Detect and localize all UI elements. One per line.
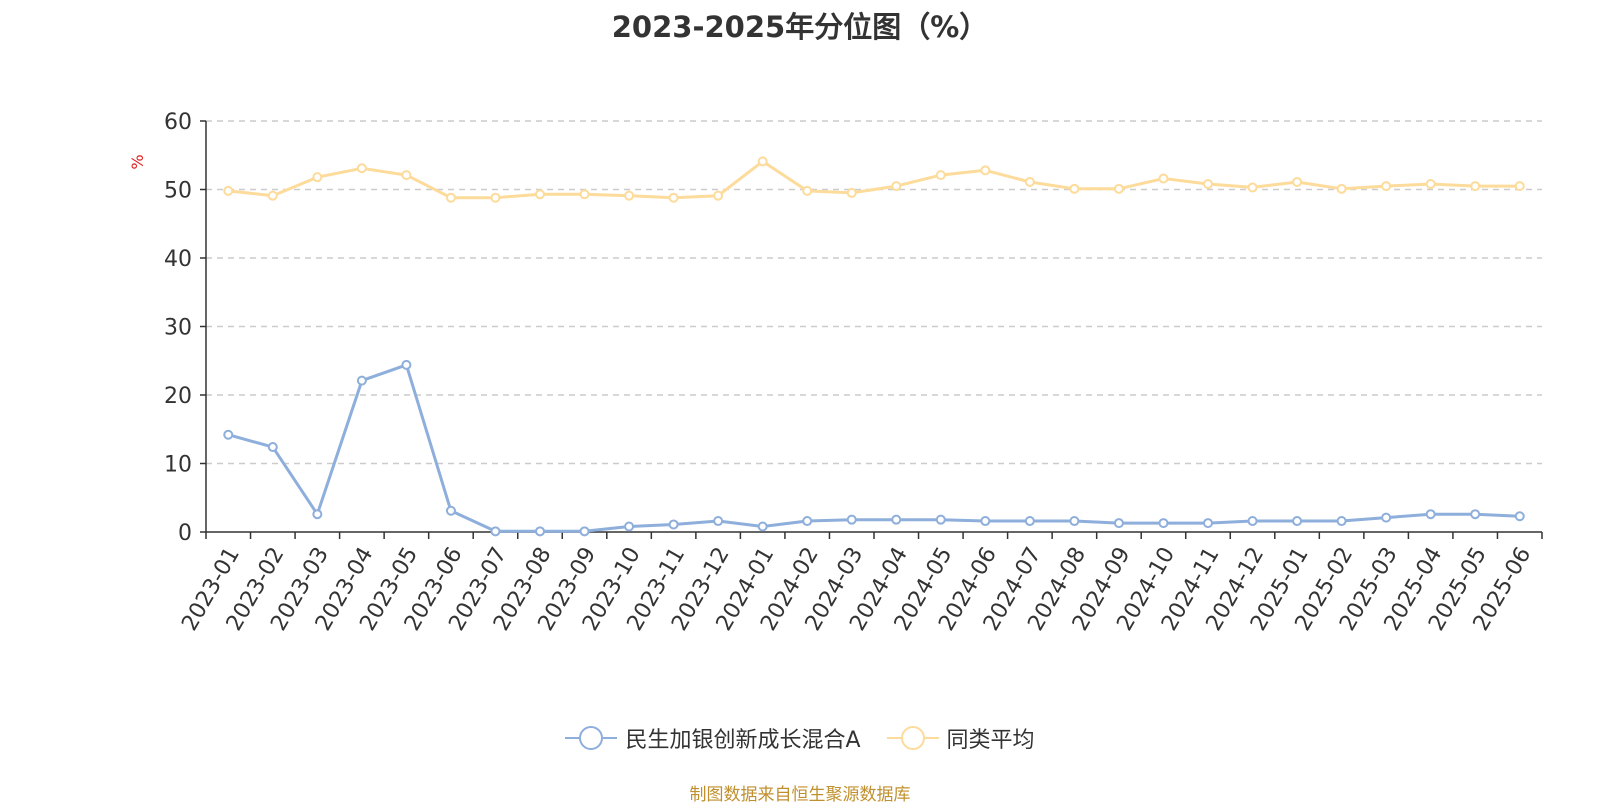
data-point-0-9 — [624, 521, 635, 532]
data-point-1-2 — [312, 172, 323, 183]
data-point-1-0 — [223, 185, 234, 196]
data-point-1-29 — [1514, 181, 1525, 192]
data-point-0-3 — [356, 375, 367, 386]
data-point-1-23 — [1247, 182, 1258, 193]
y-tick-label-60: 60 — [164, 110, 192, 135]
data-point-1-19 — [1069, 183, 1080, 194]
data-point-0-0 — [223, 429, 234, 440]
data-point-0-22 — [1203, 518, 1213, 529]
chart-title: 2023-2025年分位图（%） — [611, 10, 989, 44]
data-point-1-6 — [490, 192, 501, 203]
data-point-1-18 — [1024, 176, 1035, 187]
data-point-1-1 — [267, 190, 278, 201]
gridlines — [206, 120, 1542, 465]
y-axis-ticks: 0 10 20 30 40 50 60 — [164, 110, 206, 546]
series-line-1 — [228, 159, 1520, 200]
data-point-0-12 — [757, 521, 768, 532]
legend-marker-icon — [886, 726, 939, 750]
series-0 — [223, 359, 1525, 537]
y-tick-label-40: 40 — [164, 247, 192, 272]
data-point-1-3 — [356, 163, 367, 174]
y-tick-label-0: 0 — [178, 521, 192, 546]
series-lines — [223, 156, 1525, 537]
data-point-0-17 — [980, 516, 991, 527]
data-point-0-5 — [445, 505, 456, 516]
y-tick-label-20: 20 — [164, 384, 192, 409]
data-point-0-1 — [267, 442, 278, 453]
data-point-1-13 — [802, 185, 813, 196]
data-point-1-28 — [1470, 181, 1481, 192]
data-point-0-14 — [846, 514, 857, 525]
data-point-0-19 — [1069, 516, 1080, 527]
legend-item-0[interactable]: 民生加银创新成长混合A — [565, 722, 861, 754]
data-point-0-8 — [579, 526, 590, 537]
data-point-0-6 — [490, 526, 501, 537]
legend-label: 民生加银创新成长混合A — [625, 728, 861, 753]
data-point-1-8 — [579, 189, 590, 200]
data-point-1-27 — [1425, 179, 1436, 190]
legend-marker-icon — [565, 726, 618, 750]
data-point-0-13 — [802, 516, 813, 527]
data-point-0-11 — [713, 516, 724, 527]
data-point-0-29 — [1514, 511, 1525, 522]
data-point-1-17 — [980, 165, 991, 176]
data-point-0-26 — [1381, 512, 1392, 523]
data-point-1-12 — [757, 156, 768, 167]
data-point-0-10 — [668, 519, 679, 530]
series-line-0 — [227, 363, 1520, 533]
series-1 — [223, 156, 1525, 203]
data-point-1-14 — [846, 187, 857, 198]
data-point-1-26 — [1381, 181, 1392, 192]
data-point-1-5 — [445, 192, 456, 203]
y-tick-label-30: 30 — [164, 316, 192, 341]
data-point-1-7 — [535, 189, 545, 200]
data-point-1-24 — [1292, 176, 1303, 187]
data-point-0-4 — [401, 359, 412, 370]
data-point-1-21 — [1158, 173, 1169, 184]
data-point-1-15 — [891, 181, 902, 192]
data-point-1-16 — [935, 170, 946, 181]
data-point-1-4 — [401, 170, 412, 181]
data-point-1-20 — [1113, 183, 1124, 194]
data-point-0-7 — [535, 526, 545, 537]
x-axis-ticks: 2023-012023-022023-032023-042023-052023-… — [177, 532, 1543, 635]
data-point-0-20 — [1113, 518, 1124, 529]
data-point-0-21 — [1158, 518, 1169, 529]
y-axis-label: % — [128, 154, 147, 169]
y-tick-label-50: 50 — [164, 179, 192, 204]
data-point-0-27 — [1425, 509, 1436, 520]
data-point-1-9 — [624, 190, 635, 201]
data-point-1-25 — [1336, 183, 1347, 194]
data-point-0-23 — [1247, 516, 1258, 527]
data-point-0-2 — [312, 509, 323, 520]
data-point-1-22 — [1203, 179, 1213, 190]
legend-label: 同类平均 — [946, 728, 1035, 753]
data-point-0-18 — [1024, 516, 1035, 527]
legend: 民生加银创新成长混合A 同类平均 — [0, 722, 1600, 754]
data-point-0-24 — [1292, 516, 1303, 527]
data-point-0-28 — [1470, 509, 1481, 520]
legend-item-1[interactable]: 同类平均 — [886, 722, 1035, 754]
data-point-0-16 — [935, 514, 946, 525]
data-point-0-25 — [1336, 516, 1347, 527]
data-point-1-11 — [713, 190, 724, 201]
source-note: 制图数据来自恒生聚源数据库 — [689, 785, 911, 805]
data-point-1-10 — [668, 192, 679, 203]
data-point-0-15 — [891, 514, 902, 525]
y-tick-label-10: 10 — [164, 453, 192, 478]
